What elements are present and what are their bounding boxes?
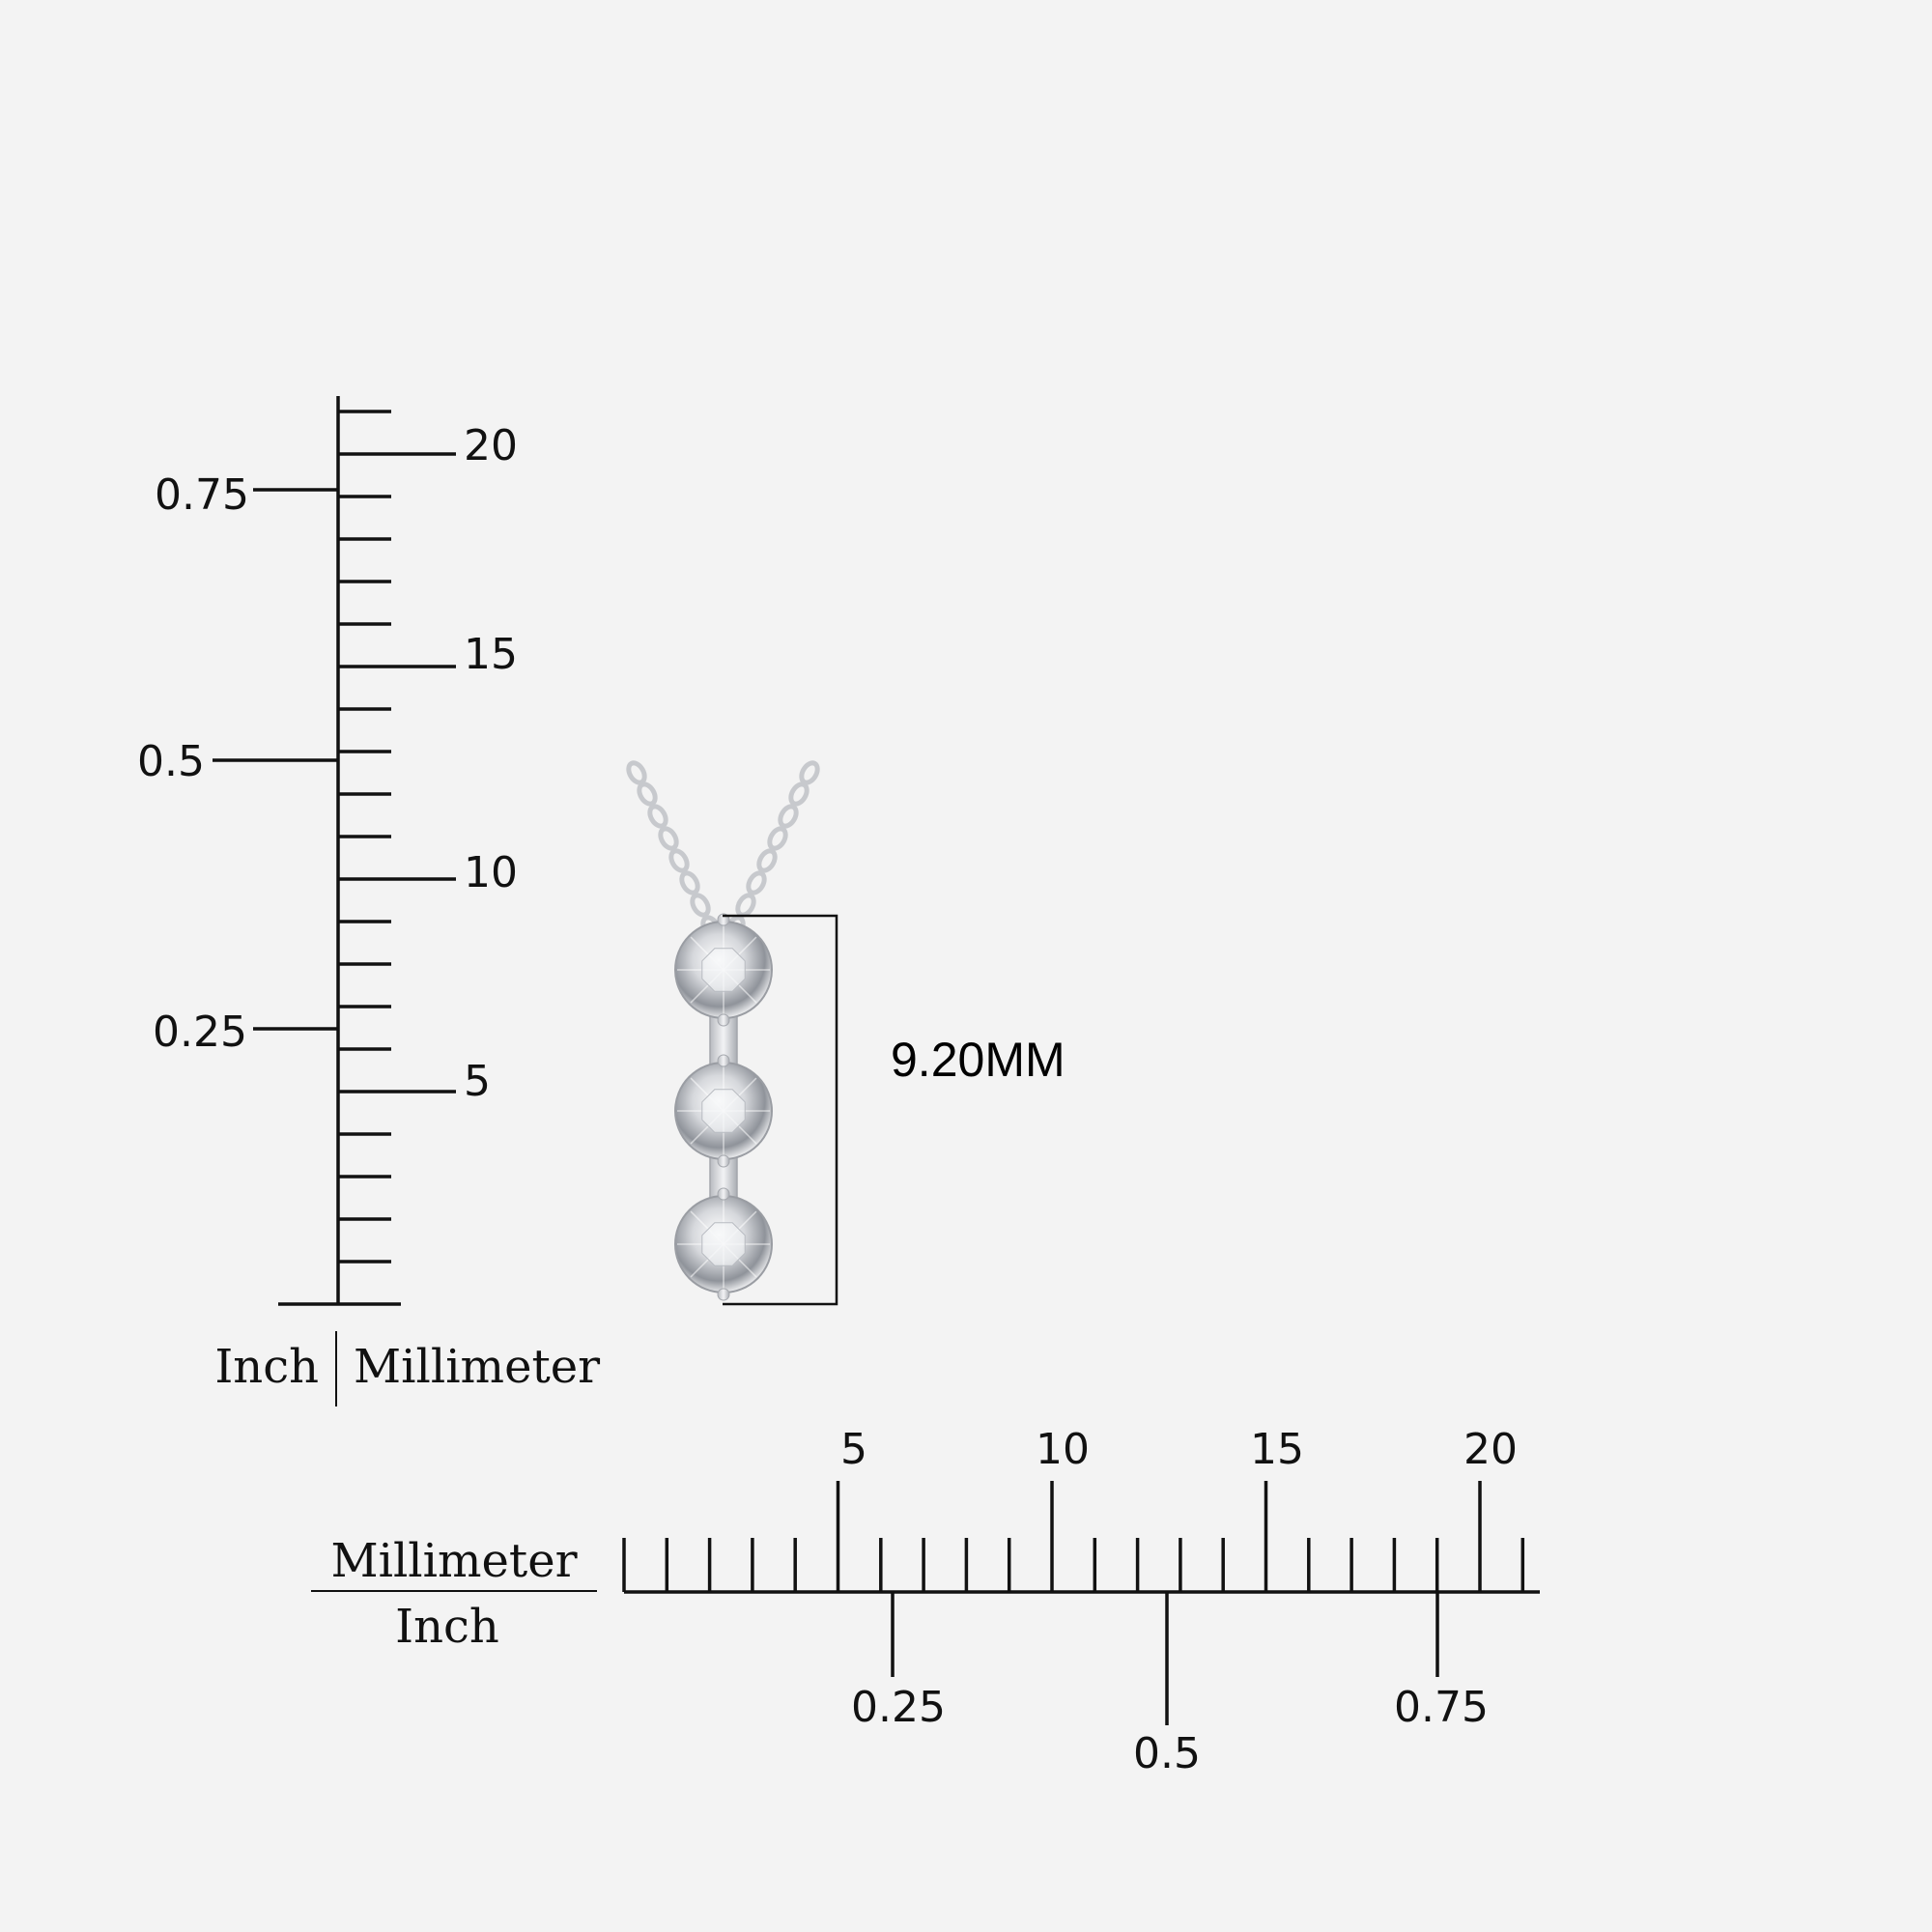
vertical-mm-label-5: 5 bbox=[464, 1057, 491, 1106]
horizontal-ruler: 5 10 15 20 0.25 0.5 0.75 Millimeter Inch bbox=[311, 1425, 1540, 1778]
horizontal-unit-millimeter: Millimeter bbox=[330, 1534, 577, 1588]
dimension-label: 9.20MM bbox=[891, 1033, 1065, 1087]
vertical-mm-label-20: 20 bbox=[464, 421, 518, 470]
horizontal-ruler-mm-ticks bbox=[622, 1538, 1525, 1592]
horizontal-inch-label-05: 0.5 bbox=[1133, 1729, 1201, 1778]
horizontal-inch-label-075: 0.75 bbox=[1394, 1683, 1489, 1732]
horizontal-mm-label-15: 15 bbox=[1250, 1425, 1304, 1474]
horizontal-mm-label-10: 10 bbox=[1036, 1425, 1090, 1474]
chain-left bbox=[626, 760, 722, 940]
vertical-inch-label-05: 0.5 bbox=[137, 737, 205, 786]
vertical-inch-label-075: 0.75 bbox=[155, 470, 249, 520]
dimension-bracket bbox=[723, 914, 838, 1306]
vertical-unit-millimeter: Millimeter bbox=[354, 1340, 600, 1394]
pendant-stones bbox=[674, 913, 773, 1301]
pendant-image bbox=[626, 760, 820, 1301]
vertical-mm-label-15: 15 bbox=[464, 630, 518, 679]
chain-right bbox=[724, 760, 820, 940]
horizontal-unit-inch: Inch bbox=[395, 1600, 499, 1654]
stone-3 bbox=[674, 1187, 773, 1301]
horizontal-inch-label-025: 0.25 bbox=[851, 1683, 946, 1732]
stone-2 bbox=[674, 1054, 773, 1168]
vertical-ruler: 5 10 15 20 0.25 0.5 0.75 Inch Millimeter bbox=[137, 396, 600, 1406]
horizontal-mm-label-20: 20 bbox=[1463, 1425, 1518, 1474]
vertical-mm-label-10: 10 bbox=[464, 848, 518, 897]
vertical-ruler-inch-ticks bbox=[213, 488, 338, 1031]
stone-1 bbox=[674, 913, 773, 1027]
horizontal-ruler-inch-ticks bbox=[891, 1592, 1439, 1725]
dimension-marker: 9.20MM bbox=[723, 914, 1065, 1306]
horizontal-ruler-mm-major-ticks bbox=[836, 1481, 1482, 1592]
vertical-ruler-mm-major-ticks bbox=[338, 452, 456, 1094]
vertical-ruler-mm-ticks bbox=[338, 410, 391, 1264]
vertical-unit-inch: Inch bbox=[214, 1340, 319, 1394]
vertical-inch-label-025: 0.25 bbox=[153, 1008, 247, 1057]
horizontal-mm-label-5: 5 bbox=[840, 1425, 867, 1474]
